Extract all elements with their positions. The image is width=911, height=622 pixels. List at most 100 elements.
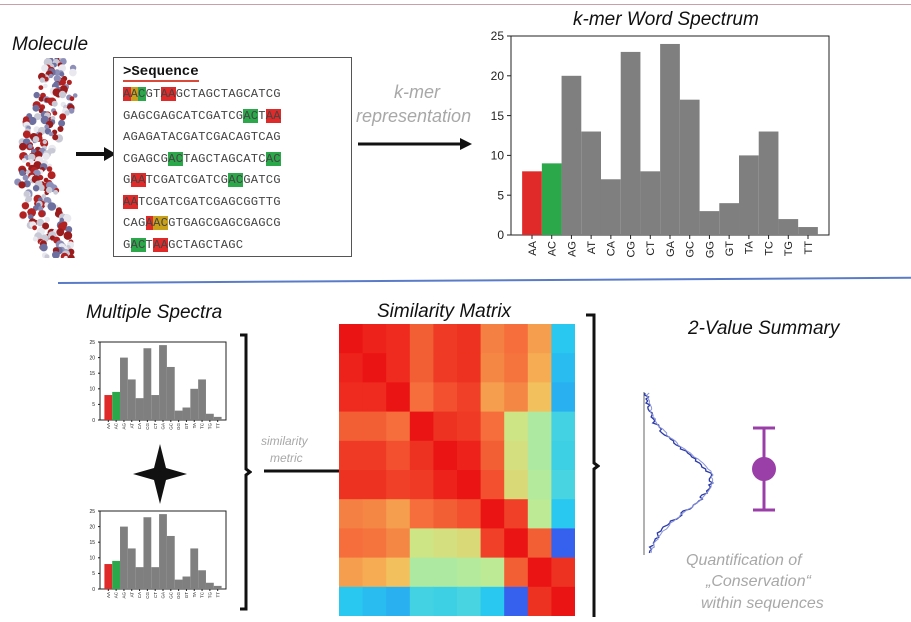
y-tick-label: 5 [497, 188, 504, 202]
heatmap-cell [386, 557, 411, 588]
heatmap-cell [504, 440, 529, 471]
heatmap-cell [551, 557, 575, 588]
y-tick-label: 10 [491, 149, 505, 163]
sequence-fragment: CGAGCG [123, 151, 169, 166]
heatmap-cell [480, 470, 505, 500]
x-tick-label: AA [106, 592, 111, 598]
sequence-fragment: TAGCTAGCATC [183, 151, 266, 166]
atom-dot [25, 162, 31, 167]
atom-dot [42, 139, 47, 145]
heatmap-cell [362, 324, 387, 354]
atom-dot [51, 100, 58, 107]
atom-dot [56, 228, 65, 237]
heatmap-cell [409, 324, 434, 354]
bar-TT [798, 227, 818, 235]
heatmap-cell [551, 382, 575, 413]
summary-caption-line3: within sequences [701, 595, 824, 612]
atom-dot [28, 153, 36, 161]
similarity-metric-line1: similarity [261, 434, 308, 448]
atom-dot [28, 214, 34, 220]
similarity-metric-line2: metric [270, 451, 303, 465]
bar-TG [205, 582, 214, 589]
heatmap-cell [339, 440, 364, 471]
heatmap-cell [551, 324, 575, 354]
heatmap-cell [527, 324, 552, 354]
summary-caption-line1: Quantification of [686, 552, 802, 569]
sequence-fragment: T [258, 108, 266, 123]
heatmap-cell [551, 528, 575, 559]
heatmap-cell [433, 382, 458, 413]
atom-dot [19, 142, 27, 151]
similarity-matrix-title: Similarity Matrix [377, 301, 512, 322]
atom-dot [43, 83, 48, 89]
heatmap-cell [551, 440, 575, 471]
heatmap-cell [504, 499, 529, 529]
heatmap-cell [480, 440, 505, 471]
heatmap-cell [504, 324, 529, 354]
heatmap-cell [386, 324, 411, 354]
heatmap-cell [433, 557, 458, 588]
heatmap-cell [480, 528, 505, 559]
atom-dot [62, 214, 72, 223]
highlighted-kmer: A [145, 216, 154, 230]
heatmap-cell [386, 353, 411, 383]
sequence-line: AATCGATCGATCGAGCGGTTG [123, 194, 281, 209]
atom-dot [43, 76, 49, 82]
sequence-box: >Sequence AACGTAAGCTAGCTAGCATCG GAGCGAGCA… [113, 57, 352, 257]
x-tick-label: AT [129, 423, 134, 429]
heatmap-cell [386, 382, 411, 413]
heatmap-cell [551, 411, 575, 442]
y-tick-label: 10 [89, 556, 95, 562]
x-tick-label: AT [586, 241, 598, 255]
heatmap-cell [386, 440, 411, 471]
atom-dot [28, 116, 37, 126]
section-divider [57, 276, 911, 284]
atom-dot [59, 79, 66, 86]
y-tick-label: 15 [89, 540, 95, 546]
y-tick-label: 15 [89, 371, 95, 377]
atom-dot [52, 251, 60, 258]
bar-TA [190, 548, 199, 589]
x-tick-label: TC [763, 241, 775, 256]
sequence-line: GAATCGATCGATCGACGATCG [123, 173, 281, 187]
atom-dot [36, 218, 45, 227]
x-tick-label: TT [803, 241, 815, 255]
atom-dot [48, 131, 54, 137]
heatmap-cell [409, 557, 434, 588]
heatmap-cell [504, 528, 529, 559]
atom-dot [38, 96, 44, 102]
heatmap-cell [527, 499, 552, 529]
kmer-label-line1: k-mer [394, 82, 440, 102]
sequence-fragment: GAGCGAGCATCGATCG [123, 108, 244, 123]
x-tick-label: AA [106, 423, 111, 429]
x-tick-label: GC [168, 591, 173, 599]
bar-AC [112, 391, 121, 420]
heatmap-cell [339, 499, 364, 529]
heatmap-cell [480, 324, 505, 354]
x-tick-label: GT [184, 423, 189, 430]
x-tick-label: TA [192, 423, 197, 428]
atom-dot [42, 152, 50, 160]
bar-GT [182, 576, 191, 589]
bar-CA [600, 179, 621, 235]
heatmap-cell [480, 353, 505, 383]
bar-GT [182, 407, 191, 420]
x-tick-label: GC [168, 422, 173, 430]
heatmap-cell [504, 586, 529, 616]
heatmap-cell [480, 411, 505, 442]
atom-dot [18, 181, 26, 189]
heatmap-cell [433, 499, 458, 529]
atom-dot [32, 185, 40, 192]
bar-GC [166, 535, 175, 589]
bar-TC [758, 131, 779, 235]
x-tick-label: GG [176, 423, 181, 431]
bar-TA [190, 388, 199, 420]
heatmap-cell [480, 499, 505, 529]
y-tick-label: 20 [89, 355, 95, 361]
heatmap-cell [527, 411, 552, 442]
bar-AG [120, 357, 128, 420]
heatmap-cell [551, 586, 575, 616]
atom-dot [58, 90, 67, 99]
atom-dot [19, 211, 27, 219]
heatmap-cell [362, 499, 387, 529]
